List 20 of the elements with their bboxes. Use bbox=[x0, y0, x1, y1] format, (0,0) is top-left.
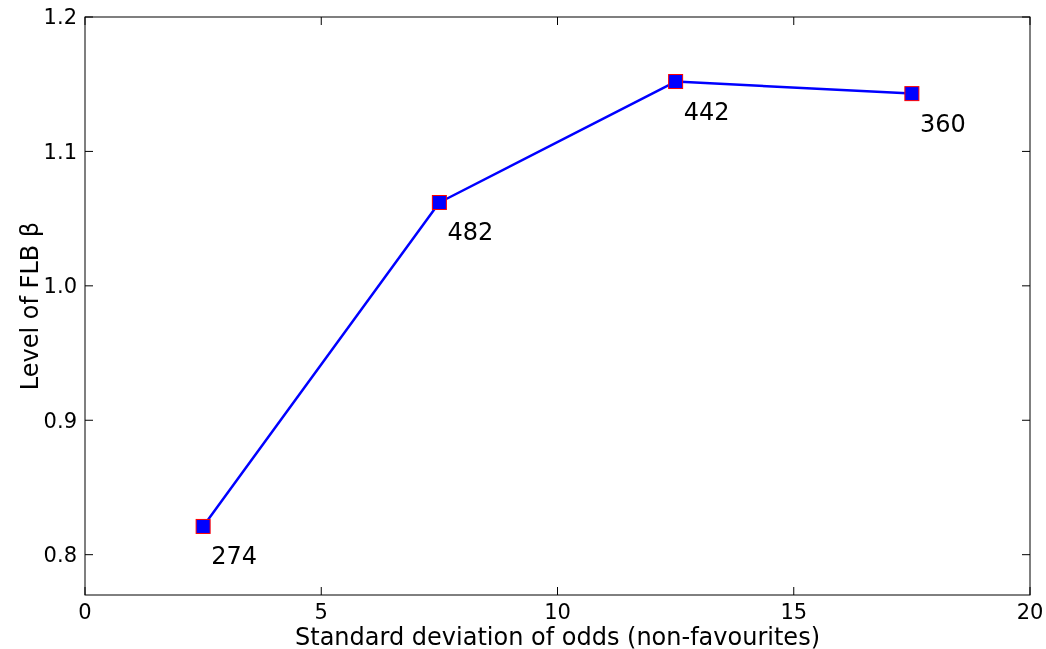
y-tick-label: 0.9 bbox=[43, 408, 77, 433]
point bbox=[668, 74, 684, 90]
x-tick-label: 10 bbox=[544, 600, 571, 624]
annotation: 442 bbox=[683, 97, 730, 126]
y-tick-label: 1.2 bbox=[43, 5, 77, 30]
annotation: 360 bbox=[919, 109, 966, 138]
x-tick-label: 20 bbox=[1016, 600, 1044, 624]
annotation: 274 bbox=[211, 542, 257, 571]
x-tick-label: 5 bbox=[314, 600, 328, 624]
point bbox=[431, 195, 447, 210]
point bbox=[195, 518, 211, 534]
y-tick-label: 0.8 bbox=[43, 543, 77, 568]
y-tick-label: 1.0 bbox=[43, 274, 77, 299]
y-axis-title: Level of FLB β bbox=[16, 221, 44, 391]
annotation: 482 bbox=[447, 218, 494, 247]
x-axis-title: Standard deviation of odds (non-favourites) bbox=[295, 623, 820, 649]
y-tick-label: 1.1 bbox=[43, 139, 77, 164]
point bbox=[904, 86, 920, 102]
x-tick-label: 0 bbox=[78, 600, 92, 624]
x-tick-label: 15 bbox=[780, 600, 808, 624]
